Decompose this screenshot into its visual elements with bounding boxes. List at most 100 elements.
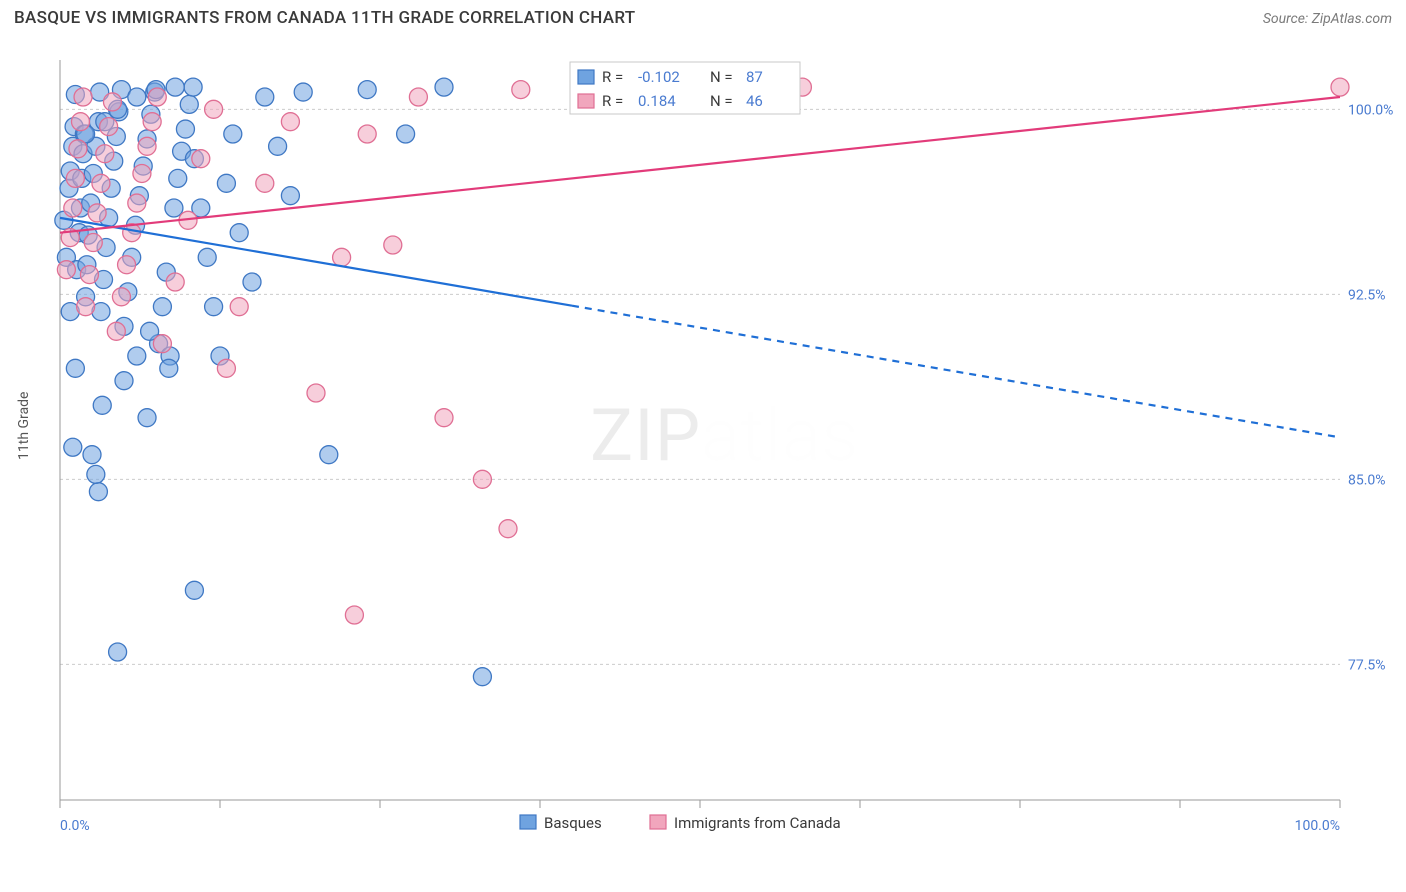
- watermark: ZIPatlas: [590, 393, 859, 478]
- data-point: [320, 446, 338, 464]
- ytick-label: 92.5%: [1348, 287, 1386, 303]
- bottom-legend-swatch: [520, 815, 536, 829]
- data-point: [345, 606, 363, 624]
- ytick-label: 77.5%: [1348, 657, 1386, 673]
- data-point: [224, 125, 242, 143]
- data-point: [307, 384, 325, 402]
- data-point: [217, 359, 235, 377]
- data-point: [83, 446, 101, 464]
- data-point: [103, 93, 121, 111]
- data-point: [87, 465, 105, 483]
- data-point: [66, 359, 84, 377]
- data-point: [57, 261, 75, 279]
- xtick-label-left: 0.0%: [60, 818, 90, 834]
- legend-r-label: R =: [602, 92, 623, 110]
- data-point: [230, 224, 248, 242]
- data-point: [243, 273, 261, 291]
- data-point: [169, 169, 187, 187]
- y-axis-label: 11th Grade: [16, 392, 32, 460]
- data-point: [205, 100, 223, 118]
- data-point: [143, 113, 161, 131]
- data-point: [230, 298, 248, 316]
- data-point: [165, 199, 183, 217]
- data-point: [185, 581, 203, 599]
- data-point: [1331, 78, 1349, 96]
- data-point: [397, 125, 415, 143]
- legend-r-value: 0.184: [638, 92, 676, 110]
- data-point: [89, 483, 107, 501]
- data-point: [512, 81, 530, 99]
- legend-n-label: N =: [710, 68, 733, 86]
- data-point: [128, 194, 146, 212]
- data-point: [358, 125, 376, 143]
- legend-r-label: R =: [602, 68, 623, 86]
- data-point: [256, 88, 274, 106]
- data-point: [88, 204, 106, 222]
- data-point: [138, 409, 156, 427]
- source-label: Source: ZipAtlas.com: [1263, 11, 1392, 27]
- data-point: [71, 113, 89, 131]
- ytick-label: 85.0%: [1348, 472, 1386, 488]
- correlation-scatter-chart: ZIPatlas 77.5% 85.0% 92.5% 100.0% 0.0% 100.0…: [10, 40, 1396, 840]
- data-point: [184, 78, 202, 96]
- data-point: [74, 88, 92, 106]
- chart-title: BASQUE VS IMMIGRANTS FROM CANADA 11TH GR…: [14, 8, 635, 28]
- data-point: [192, 150, 210, 168]
- data-point: [176, 120, 194, 138]
- ytick-label: 100.0%: [1348, 102, 1393, 118]
- data-point: [128, 88, 146, 106]
- data-point: [133, 164, 151, 182]
- data-point: [180, 95, 198, 113]
- data-point: [205, 298, 223, 316]
- data-point: [115, 372, 133, 390]
- trend-line: [60, 97, 1340, 233]
- data-point: [256, 174, 274, 192]
- data-point: [435, 409, 453, 427]
- data-point: [294, 83, 312, 101]
- bottom-legend-swatch: [650, 815, 666, 829]
- legend-n-label: N =: [710, 92, 733, 110]
- data-point: [153, 335, 171, 353]
- data-point: [281, 187, 299, 205]
- data-point: [409, 88, 427, 106]
- legend-r-value: -0.102: [638, 68, 680, 86]
- data-point: [128, 347, 146, 365]
- data-point: [138, 137, 156, 155]
- data-point: [109, 643, 127, 661]
- data-point: [499, 520, 517, 538]
- data-point: [64, 199, 82, 217]
- data-point: [333, 248, 351, 266]
- data-point: [96, 145, 114, 163]
- data-point: [100, 118, 118, 136]
- legend-n-value: 46: [746, 92, 763, 110]
- data-point: [93, 396, 111, 414]
- data-point: [107, 322, 125, 340]
- data-point: [198, 248, 216, 266]
- data-point: [66, 169, 84, 187]
- data-point: [473, 668, 491, 686]
- data-point: [118, 256, 136, 274]
- data-point: [384, 236, 402, 254]
- data-point: [112, 288, 130, 306]
- data-point: [281, 113, 299, 131]
- legend-n-value: 87: [746, 68, 763, 86]
- data-point: [92, 174, 110, 192]
- data-point: [435, 78, 453, 96]
- legend-swatch: [578, 70, 594, 84]
- data-point: [153, 298, 171, 316]
- data-point: [166, 78, 184, 96]
- data-point: [358, 81, 376, 99]
- xtick-label-right: 100.0%: [1295, 818, 1340, 834]
- data-point: [148, 88, 166, 106]
- data-point: [166, 273, 184, 291]
- data-point: [84, 234, 102, 252]
- data-point: [64, 438, 82, 456]
- data-point: [69, 140, 87, 158]
- data-point: [269, 137, 287, 155]
- data-point: [160, 359, 178, 377]
- data-point: [217, 174, 235, 192]
- data-point: [77, 298, 95, 316]
- data-point: [80, 266, 98, 284]
- data-point: [473, 470, 491, 488]
- bottom-legend-label: Immigrants from Canada: [674, 814, 841, 832]
